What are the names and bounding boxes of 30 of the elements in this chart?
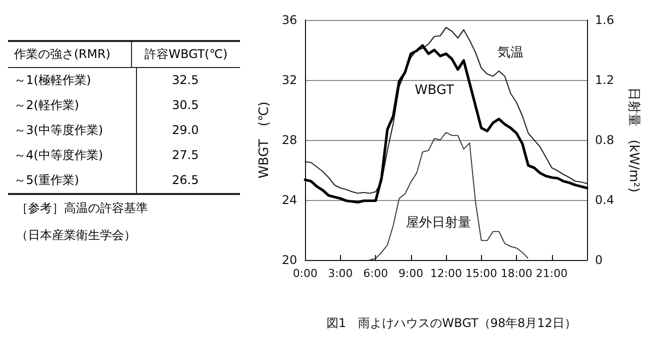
y2-tick-label: 1.2 <box>595 73 614 87</box>
y2-tick-label: 0.8 <box>595 133 614 147</box>
x-tick-label: 15:00 <box>465 267 498 280</box>
y-axis-title: WBGT (℃) <box>257 102 272 178</box>
text: （日本産業衛生学会） <box>15 227 137 244</box>
annotation: 屋外日射量 <box>406 215 471 230</box>
x-tick-label: 3:00 <box>328 267 353 280</box>
line-series <box>369 132 529 261</box>
y-tick-label: 20 <box>282 253 298 267</box>
y-tick-label: 24 <box>282 193 298 207</box>
y-tick-label: 28 <box>282 133 298 147</box>
reference-table: 作業の強さ(RMR) 許容WBGT(℃) ～1(極軽作業) 32.5 ～2(軽作業) 30.5 ～3(中等度作業) 29.0 ～4(中等度作業) 27.5 ～5(重作業) 26.5 <box>8 40 240 195</box>
x-tick-label: 0:00 <box>292 267 318 280</box>
line-series <box>304 44 588 204</box>
y2-tick-label: 1.6 <box>595 13 614 27</box>
line-series <box>304 26 588 194</box>
y-tick-label: 32 <box>282 73 298 87</box>
annotation: 気温 <box>498 46 524 60</box>
y2-tick-label: 0.4 <box>595 193 614 207</box>
annotation: WBGT <box>414 83 454 98</box>
text: 図1 雨よけハウスのWBGT（98年8月12日） <box>326 316 576 330</box>
x-tick-label: 18:00 <box>500 267 532 280</box>
text: ［参考］高温の許容基準 <box>15 200 149 217</box>
x-tick-label: 21:00 <box>536 267 568 280</box>
y2-axis-title: 日射量 (kW/m²) <box>626 88 641 192</box>
y-tick-label: 36 <box>282 13 298 27</box>
x-tick-label: 9:00 <box>398 267 424 280</box>
x-tick-label: 6:00 <box>363 267 388 280</box>
y2-tick-label: 0 <box>595 253 603 267</box>
x-tick-label: 12:00 <box>430 267 462 280</box>
